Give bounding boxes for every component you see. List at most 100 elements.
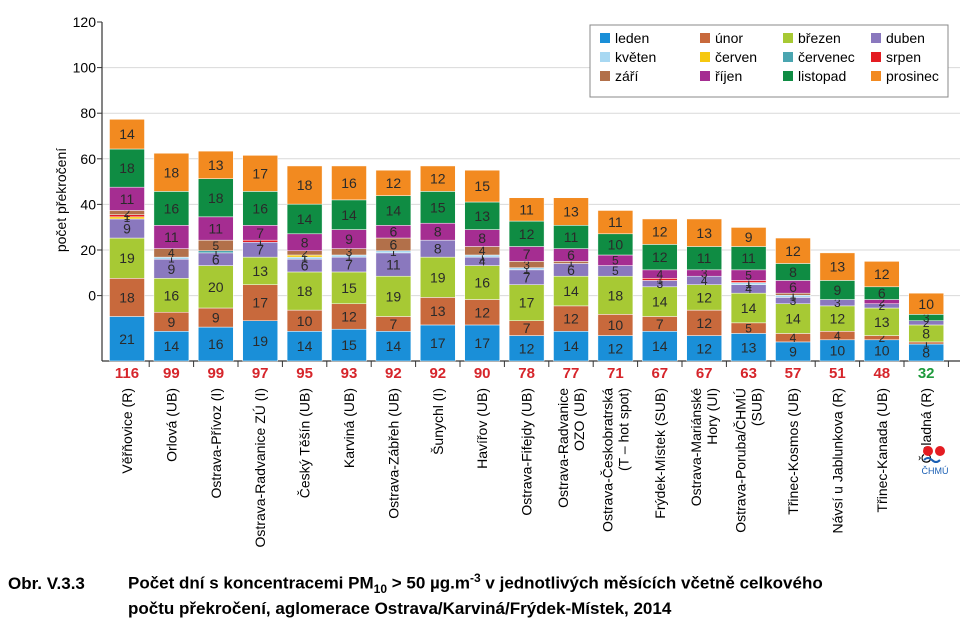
bar-segment	[153, 331, 190, 362]
data-label: 12	[696, 340, 712, 356]
data-label: 1	[390, 245, 397, 259]
category-label: Šunychl (I)	[430, 388, 446, 455]
category-label: Karviná (UB)	[341, 388, 357, 468]
total-label: 67	[696, 365, 713, 382]
legend-label: říjen	[715, 68, 742, 84]
caption-number: Obr. V.3.3	[8, 573, 85, 593]
category-label: Ostrava-Mariánské	[688, 388, 704, 506]
legend-swatch	[600, 71, 610, 81]
data-label: 13	[874, 314, 890, 330]
total-label: 99	[207, 365, 224, 382]
data-label: 16	[474, 275, 490, 291]
legend-swatch	[700, 52, 710, 62]
legend-swatch	[700, 71, 710, 81]
data-label: 13	[208, 157, 224, 173]
data-label: 18	[208, 190, 224, 206]
y-axis-label: počet překročení	[53, 148, 69, 252]
data-label: 8	[434, 224, 442, 240]
bar-segment	[642, 244, 678, 271]
bar-segment	[242, 320, 278, 362]
data-label: 1	[745, 277, 752, 291]
legend-item: červen	[700, 49, 757, 65]
data-label: 14	[341, 207, 357, 223]
data-label: 4	[168, 246, 175, 260]
y-tick-label: 120	[73, 14, 97, 30]
data-label: 19	[386, 288, 402, 304]
data-label: 1	[523, 262, 530, 276]
bar-stacks: 2118199112111814149169141116181692061511…	[109, 119, 949, 367]
data-label: 14	[652, 338, 668, 354]
data-label: 15	[474, 178, 490, 194]
data-label: 19	[119, 250, 135, 266]
data-label: 4	[790, 331, 797, 345]
bar-segment	[686, 309, 722, 336]
data-label: 13	[252, 263, 268, 279]
data-label: 6	[878, 285, 886, 301]
bar-segment	[153, 191, 190, 226]
data-label: 14	[297, 211, 313, 227]
data-label: 7	[523, 269, 531, 285]
data-label: 21	[119, 331, 135, 347]
bar-segment	[508, 197, 545, 222]
category-label: Věřňovice (R)	[119, 388, 135, 474]
data-label: 2	[878, 331, 885, 345]
category-label: (SUB)	[749, 388, 765, 426]
bar-segment	[109, 316, 145, 362]
data-label: 9	[212, 310, 220, 326]
bar-segment	[242, 256, 278, 285]
data-label: 1	[124, 211, 131, 225]
legend-item: říjen	[700, 68, 742, 84]
data-label: 1	[168, 252, 175, 266]
data-label: 6	[390, 224, 398, 240]
data-label: 9	[789, 344, 797, 360]
bar-segment	[331, 328, 367, 362]
data-label: 11	[209, 221, 224, 237]
total-label: 77	[563, 365, 580, 382]
data-label: 4	[834, 329, 841, 343]
data-label: 7	[345, 257, 353, 273]
data-label: 16	[341, 175, 357, 191]
category-label: Český Těšín (UB)	[297, 388, 313, 498]
bar-segment	[730, 227, 767, 247]
data-label: 8	[478, 230, 486, 246]
data-label: 13	[474, 208, 490, 224]
category-label: Třinec-Kosmos (UB)	[785, 388, 801, 515]
logo-dot-right	[935, 446, 945, 456]
legend-label: červenec	[798, 49, 855, 65]
data-label: 19	[252, 333, 268, 349]
bar-segment	[597, 210, 634, 235]
data-label: 12	[386, 175, 402, 191]
data-label: 17	[519, 295, 535, 311]
legend-item: srpen	[871, 49, 921, 65]
data-label: 2	[124, 206, 131, 220]
bar-segment	[331, 271, 367, 305]
legend-swatch	[600, 52, 610, 62]
data-label: 10	[830, 342, 846, 358]
category-label: Čeladná (R)	[918, 388, 934, 463]
data-label: 8	[922, 325, 930, 341]
category-label: Frýdek-Místek (SUB)	[652, 388, 668, 519]
bar-segment	[286, 271, 323, 311]
data-label: 16	[164, 287, 180, 303]
data-label: 12	[652, 224, 668, 240]
data-label: 3	[923, 311, 930, 325]
data-label: 18	[164, 164, 180, 180]
bar-segment	[508, 284, 545, 321]
legend-item: únor	[700, 30, 743, 46]
data-label: 17	[430, 335, 446, 351]
bar-segment	[775, 303, 811, 334]
data-label: 3	[346, 245, 353, 259]
data-label: 8	[789, 264, 797, 280]
bar-segment	[420, 165, 456, 192]
data-label: 1	[301, 249, 308, 263]
bar-segment	[642, 331, 678, 362]
legend: leden únor březen duben květen červen červenec…	[589, 24, 949, 98]
data-label: 2	[878, 299, 885, 313]
data-label: 8	[301, 234, 309, 250]
data-label: 10	[608, 236, 624, 252]
